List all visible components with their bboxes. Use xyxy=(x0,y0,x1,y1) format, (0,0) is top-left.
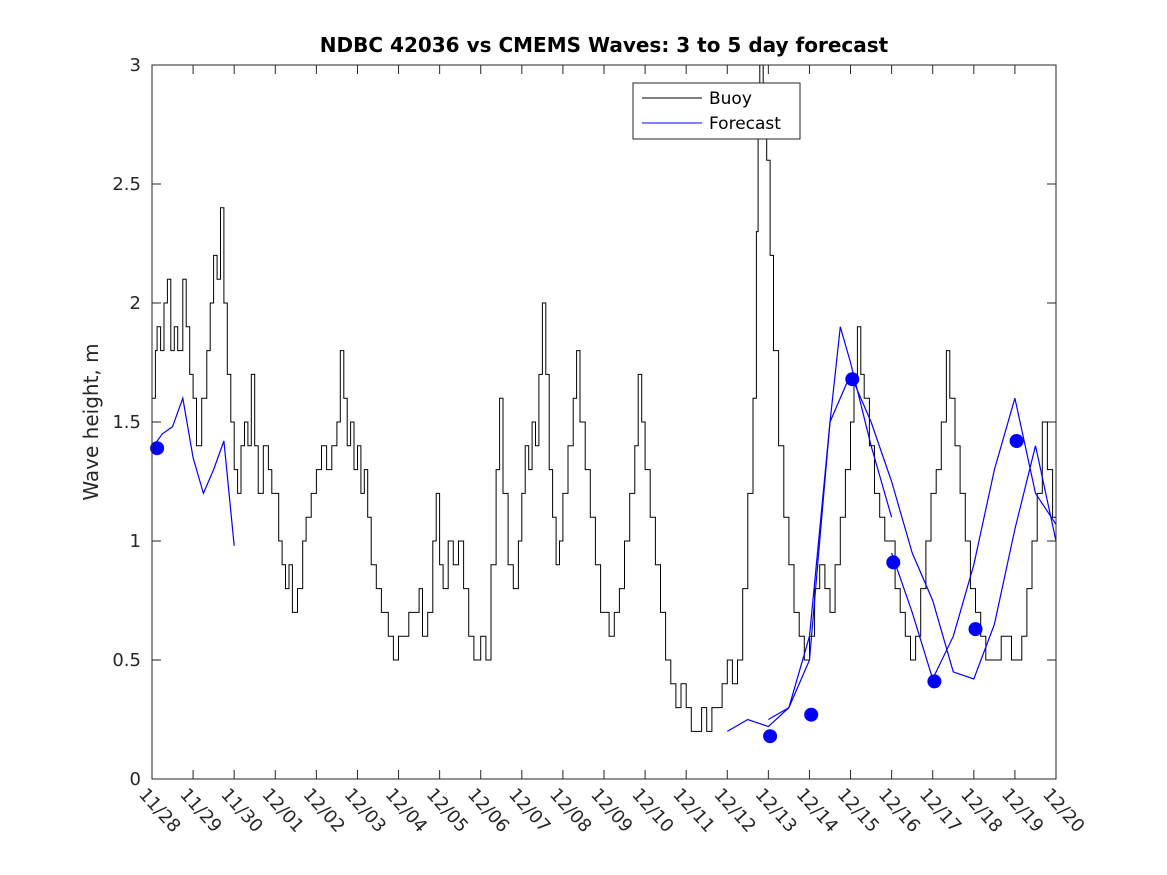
forecast-marker xyxy=(845,372,860,387)
series-line-forecast-0 xyxy=(151,395,235,546)
y-axis-label: Wave height, m xyxy=(79,343,103,500)
legend-box xyxy=(632,82,801,140)
y-tick-label: 2 xyxy=(130,293,141,314)
series-line-forecast-3 xyxy=(891,398,1057,681)
series-layer xyxy=(151,64,1057,732)
legend-label-forecast: Forecast xyxy=(709,114,781,134)
chart-title: NDBC 42036 vs CMEMS Waves: 3 to 5 day fo… xyxy=(320,33,889,57)
plot-frame xyxy=(151,64,1057,780)
forecast-marker xyxy=(150,441,165,456)
forecast-markers xyxy=(150,372,1024,744)
y-tick-label: 0 xyxy=(130,769,141,790)
forecast-marker xyxy=(804,707,819,722)
forecast-marker xyxy=(886,555,901,570)
y-tick-label: 2.5 xyxy=(112,174,141,195)
forecast-marker xyxy=(927,674,942,689)
legend: Buoy Forecast xyxy=(632,82,801,140)
plot-area xyxy=(152,65,1056,779)
y-tick-label: 3 xyxy=(130,55,141,76)
series-buoy xyxy=(152,64,1057,732)
y-tick-label: 1 xyxy=(130,531,141,552)
forecast-marker xyxy=(968,622,983,637)
forecast-marker xyxy=(1009,434,1024,448)
forecast-marker xyxy=(763,729,778,744)
legend-label-buoy: Buoy xyxy=(709,89,752,109)
series-line-buoy xyxy=(152,64,1057,732)
y-tick-label: 0.5 xyxy=(112,650,141,671)
series-forecast xyxy=(151,326,1057,732)
y-tick-label: 1.5 xyxy=(112,412,141,433)
series-line-forecast-2 xyxy=(768,372,1057,721)
